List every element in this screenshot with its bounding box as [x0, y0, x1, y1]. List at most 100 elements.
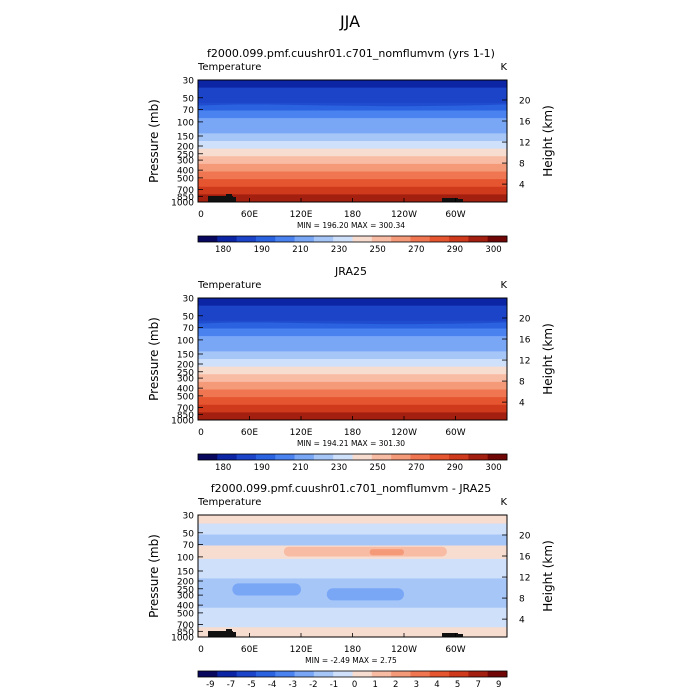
- topography-mask: [208, 631, 233, 637]
- y-tick-label: 50: [183, 529, 195, 539]
- height-tick-label: 8: [519, 595, 525, 605]
- y-tick-label: 200: [177, 578, 194, 588]
- y-tick-label: 150: [177, 567, 194, 577]
- colorbar-swatch: [391, 236, 411, 242]
- contour-patch: [326, 588, 404, 601]
- contour-band: [198, 80, 507, 89]
- x-tick-label: 60E: [241, 428, 258, 438]
- contour-band: [198, 171, 507, 180]
- figure-title: JJA: [339, 12, 360, 31]
- contour-band: [198, 343, 507, 352]
- y-tick-label: 70: [183, 106, 195, 116]
- contour-band: [198, 298, 507, 307]
- colorbar-label: 9: [496, 680, 501, 690]
- y-tick-label: 850: [177, 411, 194, 421]
- contour-band: [198, 389, 507, 398]
- y-tick-label: 300: [177, 157, 194, 167]
- colorbar-swatch: [217, 671, 238, 677]
- colorbar-swatch: [333, 236, 353, 242]
- y-axis-title-right: Height (km): [541, 540, 555, 611]
- height-tick-label: 20: [519, 531, 531, 541]
- x-tick-label: 180: [344, 645, 361, 655]
- topography-mask: [442, 198, 458, 202]
- colorbar-swatch: [429, 454, 450, 460]
- y-tick-label: 700: [177, 186, 194, 196]
- contour-patch: [369, 549, 404, 556]
- y-tick-label: 150: [177, 350, 194, 360]
- colorbar-swatch: [352, 454, 373, 460]
- colorbar-swatch: [468, 454, 489, 460]
- y-tick-label: 200: [177, 361, 194, 371]
- height-tick-label: 4: [519, 181, 525, 191]
- colorbar-swatch: [410, 236, 431, 242]
- contour-band: [198, 179, 507, 188]
- colorbar-label: -9: [206, 680, 214, 690]
- variable-label: Temperature: [197, 62, 261, 73]
- colorbar-label: 270: [408, 245, 424, 255]
- x-tick-label: 60E: [241, 645, 258, 655]
- contour-band: [198, 366, 507, 375]
- colorbar-swatch: [487, 236, 508, 242]
- x-tick-label: 0: [198, 428, 204, 438]
- y-tick-label: 400: [177, 602, 194, 612]
- colorbar-swatch: [236, 671, 257, 677]
- colorbar-label: 190: [254, 245, 270, 255]
- contour-band: [198, 102, 507, 111]
- colorbar-swatch: [198, 236, 218, 242]
- y-tick-label: 50: [183, 312, 195, 322]
- min-max-stats: MIN = -2.49 MAX = 2.75: [305, 656, 397, 665]
- colorbar-swatch: [217, 236, 238, 242]
- colorbar-swatch: [410, 671, 431, 677]
- height-tick-label: 12: [519, 574, 530, 584]
- height-tick-label: 12: [519, 139, 530, 149]
- contour-band: [198, 305, 507, 314]
- colorbar-swatch: [371, 454, 392, 460]
- colorbar-swatch: [371, 236, 392, 242]
- colorbar-swatch: [410, 454, 431, 460]
- y-tick-label: 400: [177, 167, 194, 177]
- colorbar-swatch: [371, 671, 392, 677]
- y-tick-label: 500: [177, 174, 194, 184]
- colorbar-frame: [197, 235, 508, 243]
- colorbar-swatch: [217, 454, 238, 460]
- height-tick-label: 4: [519, 399, 525, 409]
- height-tick-label: 20: [519, 96, 531, 106]
- x-tick-label: 60W: [445, 210, 465, 220]
- colorbar-swatch: [313, 454, 334, 460]
- y-tick-label: 500: [177, 392, 194, 402]
- colorbar-swatch: [294, 671, 315, 677]
- height-tick-label: 16: [519, 118, 531, 128]
- y-tick-label: 250: [177, 150, 194, 160]
- topography-mask: [226, 194, 232, 202]
- y-tick-label: 1000: [171, 417, 194, 427]
- colorbar-label: 210: [292, 245, 308, 255]
- contour-band: [198, 607, 507, 628]
- x-tick-label: 120W: [391, 645, 417, 655]
- topography-mask: [458, 199, 463, 202]
- colorbar-label: -3: [289, 680, 297, 690]
- y-tick-label: 400: [177, 385, 194, 395]
- y-tick-label: 100: [177, 118, 194, 128]
- x-tick-label: 0: [198, 210, 204, 220]
- colorbar-label: 250: [370, 463, 386, 473]
- contour-band: [198, 163, 507, 172]
- contour-band: [198, 133, 507, 142]
- variable-label: Temperature: [197, 497, 261, 508]
- colorbar-label: -1: [330, 680, 338, 690]
- contour-band: [198, 87, 507, 96]
- colorbar-swatch: [429, 236, 450, 242]
- colorbar-swatch: [468, 236, 489, 242]
- min-max-stats: MIN = 196.20 MAX = 300.34: [297, 221, 405, 230]
- x-tick-label: 120W: [391, 210, 417, 220]
- contour-band: [198, 627, 507, 638]
- colorbar-swatch: [449, 454, 469, 460]
- panel-title: f2000.099.pmf.cuushr01.c701_nomflumvm - …: [211, 482, 492, 495]
- colorbar-label: 230: [331, 245, 347, 255]
- contour-band: [198, 156, 507, 165]
- topography-mask: [226, 629, 232, 637]
- colorbar-swatch: [313, 236, 334, 242]
- contour-band: [198, 381, 507, 390]
- contour-band: [198, 359, 507, 368]
- colorbar-label: 7: [475, 680, 480, 690]
